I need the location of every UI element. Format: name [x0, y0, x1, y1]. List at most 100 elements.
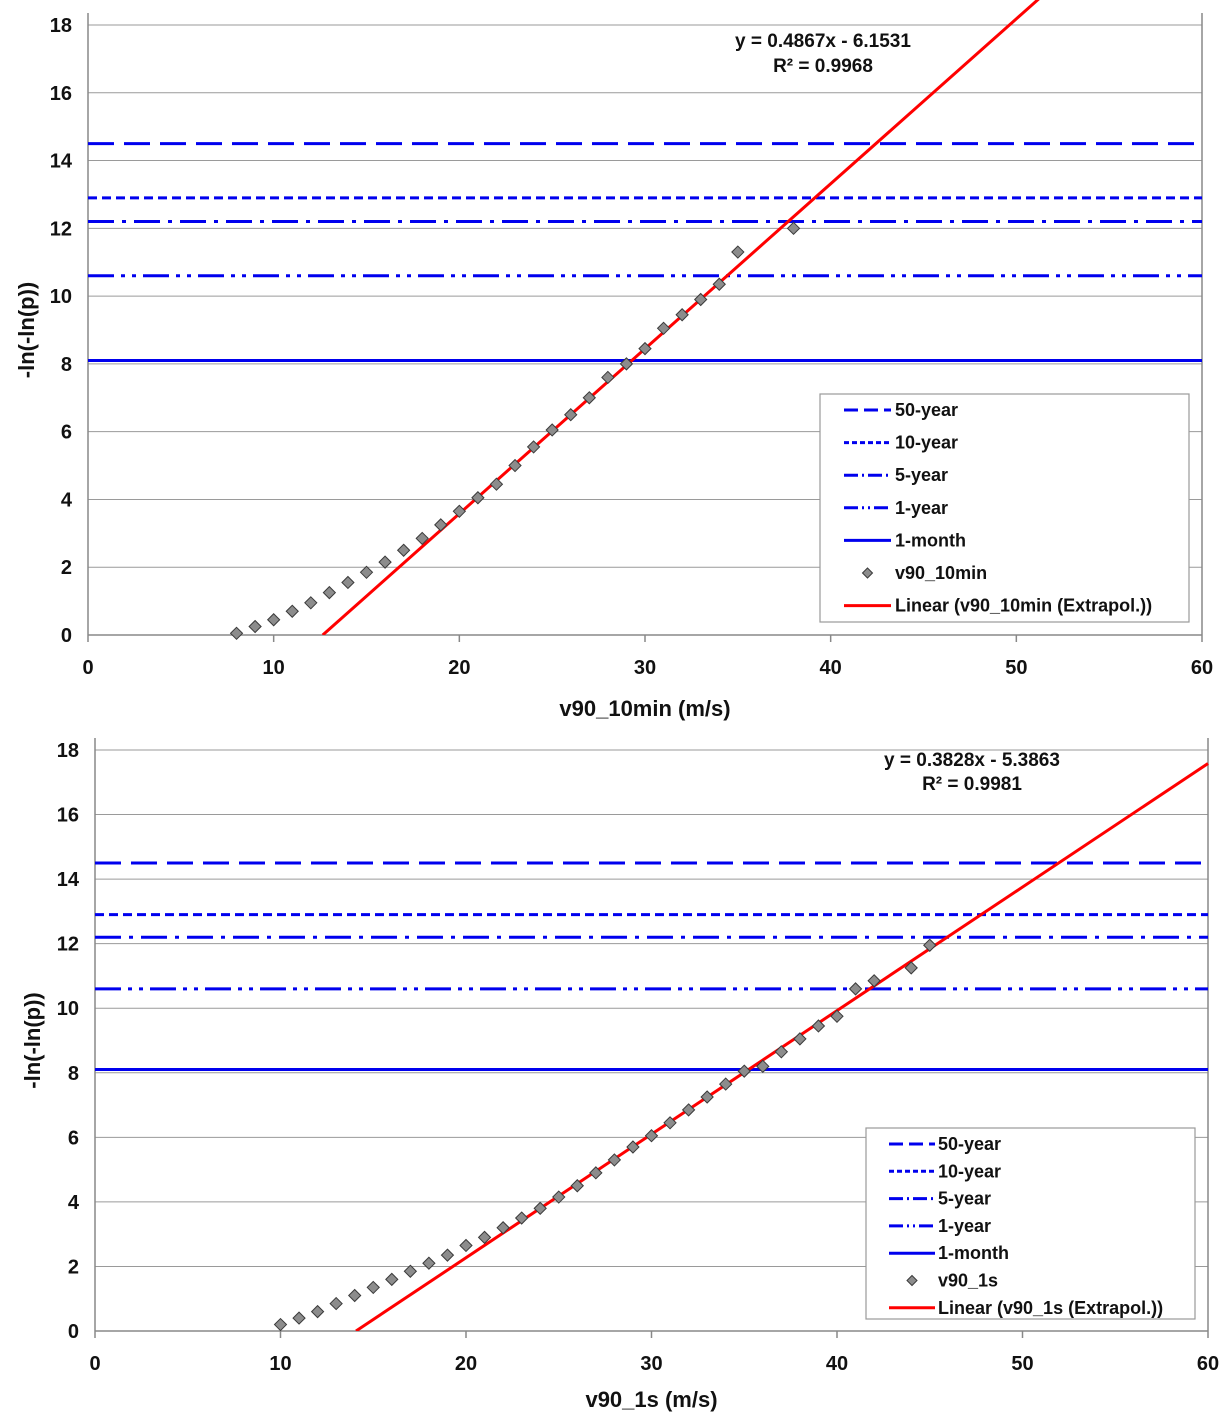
data-point	[811, 1019, 826, 1033]
x-tick-label: 10	[263, 657, 285, 679]
legend-label: 5-year	[895, 465, 948, 485]
legend-label: 1-month	[895, 530, 966, 550]
data-point	[292, 1311, 306, 1325]
x-tick-label: 60	[1197, 1353, 1219, 1375]
x-tick-label: 50	[1011, 1353, 1033, 1375]
data-point	[304, 596, 318, 610]
data-point	[366, 1280, 380, 1295]
chart-1: 0 2 4 6 8 10 12 14 16 18 0 10 20 30 40 50 60 v90_10min (m…	[14, 0, 1213, 721]
data-point	[867, 974, 881, 988]
data-point	[619, 357, 634, 371]
data-point	[663, 1116, 677, 1130]
legend-label: 50-year	[895, 400, 958, 420]
data-point	[329, 1296, 343, 1311]
data-point	[533, 1201, 547, 1216]
x-tick-label: 40	[820, 657, 842, 679]
data-point	[477, 1230, 492, 1245]
data-point	[718, 1077, 733, 1091]
data-point	[359, 565, 374, 580]
data-point	[471, 491, 485, 505]
data-point	[415, 531, 429, 546]
x-tick-label: 20	[448, 657, 470, 679]
data-point	[731, 245, 745, 259]
data-point	[552, 1190, 566, 1204]
data-point	[545, 423, 559, 437]
y-tick-label: 6	[68, 1127, 79, 1149]
data-point	[656, 321, 671, 336]
data-point	[923, 938, 937, 952]
legend-label: 1-year	[938, 1216, 991, 1236]
x-axis-title: v90_10min (m/s)	[559, 696, 730, 721]
y-tick-label: 12	[57, 934, 79, 956]
x-tick-label: 0	[89, 1353, 100, 1375]
data-point	[712, 277, 726, 291]
trendline-r2: R² = 0.9968	[773, 56, 873, 77]
data-point	[570, 1179, 585, 1193]
y-tick-label: 0	[61, 625, 72, 647]
data-point	[774, 1045, 789, 1059]
data-point	[830, 1009, 844, 1023]
data-point	[601, 370, 615, 385]
x-tick-label: 40	[826, 1353, 848, 1375]
trend-line	[321, 0, 1040, 635]
legend-label: 1-month	[938, 1243, 1009, 1263]
x-tick-label: 60	[1191, 657, 1213, 679]
data-point	[589, 1166, 603, 1180]
legend-label: Linear (v90_1s (Extrapol.))	[938, 1298, 1163, 1318]
data-point	[526, 440, 541, 454]
y-tick-label: 10	[57, 998, 79, 1020]
data-point	[248, 619, 262, 634]
data-point	[681, 1103, 696, 1117]
legend-label: v90_10min	[895, 563, 987, 583]
data-point	[582, 391, 597, 405]
data-point	[626, 1140, 640, 1154]
data-point	[848, 982, 863, 996]
data-point	[422, 1256, 436, 1270]
y-tick-label: 16	[50, 83, 72, 105]
y-tick-label: 4	[68, 1192, 80, 1214]
data-point	[322, 585, 337, 600]
data-point	[904, 961, 918, 975]
y-tick-label: 16	[57, 805, 79, 827]
y-tick-label: 14	[50, 151, 73, 173]
x-tick-label: 20	[455, 1353, 477, 1375]
data-point	[644, 1129, 659, 1143]
data-point	[434, 518, 448, 532]
y-tick-label: 2	[61, 557, 72, 579]
legend-marker	[906, 1274, 918, 1287]
y-tick-label: 8	[61, 354, 72, 376]
legend-label: Linear (v90_10min (Extrapol.))	[895, 596, 1152, 616]
data-point	[793, 1032, 807, 1046]
x-axis-title: v90_1s (m/s)	[585, 1387, 717, 1412]
data-point	[700, 1090, 714, 1104]
data-point	[440, 1248, 455, 1262]
y-tick-label: 10	[50, 286, 72, 308]
trendline-r2: R² = 0.9981	[922, 774, 1022, 795]
data-point	[229, 626, 244, 641]
data-point	[310, 1304, 325, 1319]
data-point	[396, 543, 411, 557]
data-point	[266, 613, 281, 627]
x-tick-label: 10	[269, 1353, 291, 1375]
y-tick-label: 8	[68, 1063, 79, 1085]
data-point	[341, 575, 355, 590]
y-tick-label: 6	[61, 422, 72, 444]
data-point	[403, 1264, 418, 1278]
x-tick-label: 50	[1005, 657, 1027, 679]
legend-label: 1-year	[895, 498, 948, 518]
legend: 50-year 10-year 5-year 1-year 1-month v90_10m…	[819, 393, 1190, 623]
data-point	[452, 504, 467, 519]
legend-label: v90_1s	[938, 1271, 998, 1291]
x-tick-label: 30	[640, 1353, 662, 1375]
data-point	[489, 477, 504, 491]
y-tick-label: 12	[50, 218, 72, 240]
y-tick-label: 2	[68, 1256, 79, 1278]
legend-box	[865, 1127, 1196, 1320]
data-point	[385, 1272, 399, 1287]
data-point	[347, 1288, 362, 1303]
y-tick-label: 14	[57, 869, 80, 891]
trendline-equation: y = 0.4867x - 6.1531	[735, 31, 911, 52]
legend-label: 5-year	[938, 1189, 991, 1209]
